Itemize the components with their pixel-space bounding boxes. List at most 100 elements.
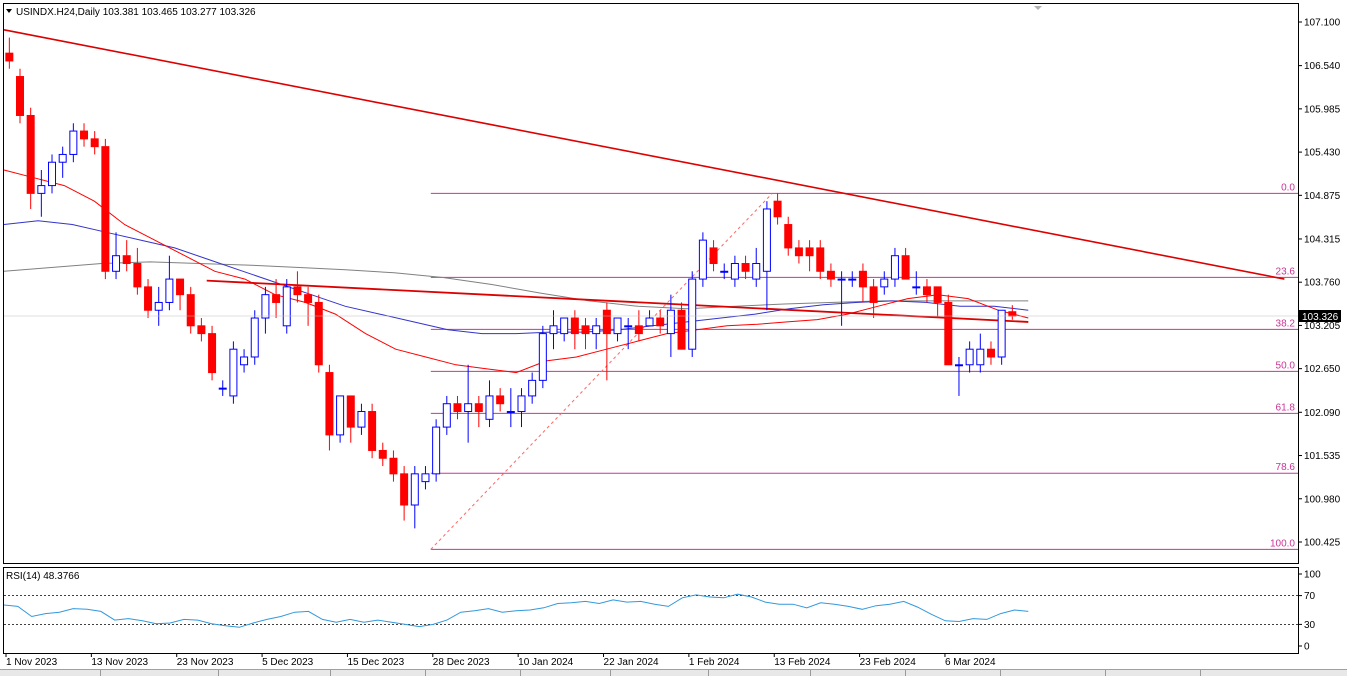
candle: [752, 247, 761, 287]
candle: [869, 279, 878, 319]
tab-separator: [708, 670, 709, 676]
candle: [613, 317, 622, 342]
candle: [112, 232, 121, 280]
candle: [677, 302, 686, 350]
tab-separator: [1200, 670, 1201, 676]
candle: [848, 271, 857, 287]
candle: [133, 247, 142, 295]
candle: [69, 123, 78, 163]
candle-body-bear: [922, 286, 931, 296]
rsi-panel-frame: [3, 567, 1299, 654]
candle: [357, 403, 366, 435]
candle-body-bear: [634, 325, 643, 335]
candle: [240, 349, 249, 373]
candle: [688, 271, 697, 357]
time-tick-label: 15 Dec 2023: [347, 657, 404, 668]
fib-level-label: 23.6: [1276, 266, 1296, 277]
candle: [346, 395, 355, 443]
candle: [432, 419, 441, 482]
candle: [933, 286, 942, 319]
candle: [368, 403, 377, 459]
candle-body-bear: [208, 333, 217, 374]
candle: [37, 170, 46, 217]
candle: [229, 341, 238, 404]
horizontal-trendline[interactable]: [206, 279, 1029, 323]
fib-level-label: 50.0: [1276, 360, 1296, 371]
rsi-line: [3, 593, 1029, 628]
candle-body-bear: [90, 138, 99, 148]
candle: [773, 193, 782, 225]
price-tick-label: 103.205: [1304, 321, 1341, 332]
candle: [709, 240, 718, 272]
candle-body-bull: [730, 262, 739, 280]
candle: [549, 310, 558, 350]
candle-body-bull: [837, 278, 846, 281]
candle: [261, 286, 270, 334]
candle: [101, 138, 110, 280]
candle: [314, 294, 323, 373]
candle-body-bull: [848, 278, 857, 281]
candle-body-bear: [656, 317, 665, 327]
candle-body-bull: [880, 278, 889, 288]
fib-level-label: 61.8: [1276, 402, 1296, 413]
candle-body-bull: [528, 379, 537, 397]
candle-body-bear: [186, 294, 195, 327]
price-axis: 107.100 106.540 105.985 105.430 104.875 104.3…: [4, 18, 1341, 549]
candle-body-bull: [613, 317, 622, 335]
candle-body-bear: [677, 309, 686, 350]
candle: [197, 318, 206, 342]
candle-body-bull: [410, 473, 419, 506]
candle-body-bear: [122, 255, 131, 264]
fibonacci-retracement[interactable]: 0.0 23.6 38.2 50.0 61.8 78.6 100.0: [430, 182, 1298, 550]
candle: [794, 240, 803, 264]
tab-separator: [425, 670, 426, 676]
candle-body-bull: [538, 333, 547, 381]
price-tick-label: 102.090: [1304, 408, 1341, 419]
candle-body-bull: [421, 473, 430, 483]
candle: [485, 380, 494, 428]
candle-body-bull: [464, 403, 473, 413]
tab-separator: [610, 670, 611, 676]
time-tick-label: 6 Mar 2024: [945, 657, 996, 668]
candle-body-bull: [645, 317, 654, 327]
candle-body-bull: [112, 255, 121, 272]
candle-body-bear: [826, 270, 835, 280]
price-tick-label: 107.100: [1304, 18, 1341, 29]
candle-body-bull: [218, 387, 227, 390]
price-tick-label: 105.430: [1304, 148, 1341, 159]
main-panel-frame: [3, 3, 1299, 564]
candle: [741, 255, 750, 280]
fib-anchor-line[interactable]: [430, 193, 773, 550]
candle-body-bear: [389, 457, 398, 475]
tab-separator: [100, 670, 101, 676]
candle: [282, 279, 291, 334]
trendlines[interactable]: [3, 29, 1285, 323]
candle: [5, 37, 14, 69]
candle: [965, 341, 974, 373]
candle: [293, 271, 302, 303]
candle-body-bull: [48, 161, 57, 187]
moving-averages: [3, 169, 1029, 374]
candle: [656, 310, 665, 334]
candle-body-bear: [16, 76, 25, 116]
candle: [720, 263, 729, 280]
candle-body-bear: [933, 286, 942, 303]
candle-body-bear: [869, 286, 878, 303]
candle: [880, 271, 889, 295]
candle-body-bull: [154, 301, 163, 311]
chart-shift-marker-icon[interactable]: [1034, 6, 1042, 10]
tab-separator: [905, 670, 906, 676]
candle: [805, 240, 814, 272]
candle: [570, 310, 579, 350]
candle: [442, 395, 451, 435]
dropdown-triangle-icon[interactable]: [6, 9, 12, 13]
candle-body-bear: [346, 395, 355, 428]
price-tick-label: 104.875: [1304, 191, 1341, 202]
candles: [5, 37, 1017, 529]
candle: [816, 240, 825, 280]
candle-body-bull: [954, 364, 963, 367]
descending-trendline[interactable]: [3, 29, 1285, 280]
candle-body-bull: [506, 411, 515, 414]
